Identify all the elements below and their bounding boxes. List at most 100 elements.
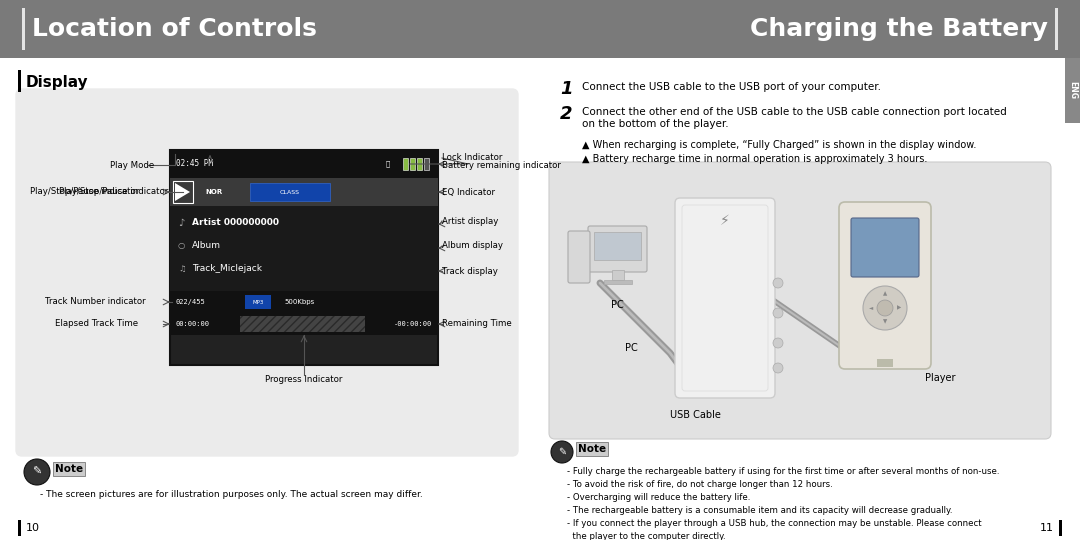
Bar — [0, 0, 1080, 58]
Text: Charging the Battery: Charging the Battery — [751, 17, 1048, 41]
Text: - If you connect the player through a USB hub, the connection may be unstable. P: - If you connect the player through a US… — [567, 519, 982, 528]
Text: ▼: ▼ — [882, 320, 887, 325]
Text: - To avoid the risk of fire, do not charge longer than 12 hours.: - To avoid the risk of fire, do not char… — [567, 480, 833, 489]
Text: ENG: ENG — [1068, 81, 1077, 99]
Text: ▲ Battery recharge time in normal operation is approximately 3 hours.: ▲ Battery recharge time in normal operat… — [582, 154, 928, 164]
Circle shape — [773, 363, 783, 373]
Text: the player to the computer directly.: the player to the computer directly. — [567, 532, 726, 540]
Circle shape — [877, 300, 893, 316]
Circle shape — [773, 338, 783, 348]
Text: 00:00:00: 00:00:00 — [176, 321, 210, 327]
Bar — [612, 270, 624, 280]
FancyBboxPatch shape — [675, 198, 775, 398]
Bar — [170, 291, 438, 313]
Text: Connect the USB cable to the USB port of your computer.: Connect the USB cable to the USB port of… — [582, 82, 881, 92]
Circle shape — [773, 308, 783, 318]
Text: Artist display: Artist display — [442, 217, 498, 226]
Text: Track display: Track display — [442, 267, 498, 275]
Text: Artist 000000000: Artist 000000000 — [192, 218, 279, 227]
Bar — [403, 158, 408, 170]
Text: USB Cable: USB Cable — [670, 410, 720, 420]
Text: Track Number indicator: Track Number indicator — [45, 298, 146, 307]
Text: Display: Display — [26, 75, 89, 90]
Text: - Fully charge the rechargeable battery if using for the first time or after sev: - Fully charge the rechargeable battery … — [567, 467, 999, 476]
Text: Note: Note — [55, 464, 83, 474]
Circle shape — [863, 286, 907, 330]
Text: Album: Album — [192, 241, 221, 250]
Text: ▲ When recharging is complete, “Fully Charged” is shown in the display window.: ▲ When recharging is complete, “Fully Ch… — [582, 140, 976, 150]
Text: Note: Note — [578, 444, 606, 454]
Text: ○: ○ — [178, 241, 186, 250]
Text: ▲: ▲ — [882, 292, 887, 296]
Bar — [173, 181, 193, 203]
Bar — [1059, 520, 1062, 536]
FancyBboxPatch shape — [549, 162, 1051, 439]
Text: 🔒: 🔒 — [386, 161, 390, 167]
Bar — [18, 70, 21, 92]
FancyBboxPatch shape — [568, 231, 590, 283]
Bar — [22, 8, 25, 50]
Bar — [170, 178, 438, 206]
Text: Progress Indicator: Progress Indicator — [266, 375, 342, 384]
Text: Track_Miclejack: Track_Miclejack — [192, 264, 262, 273]
Text: EQ Indicator: EQ Indicator — [442, 187, 495, 197]
Bar — [170, 150, 438, 178]
Text: Lock Indicator: Lock Indicator — [442, 153, 502, 163]
Polygon shape — [175, 183, 190, 201]
Bar — [18, 520, 21, 536]
Text: Location of Controls: Location of Controls — [32, 17, 316, 41]
Text: NOR: NOR — [205, 189, 222, 195]
Text: 022/455: 022/455 — [176, 299, 206, 305]
Bar — [410, 158, 415, 170]
FancyBboxPatch shape — [16, 89, 518, 456]
Circle shape — [24, 459, 50, 485]
Text: ✎: ✎ — [558, 447, 566, 457]
Text: PC: PC — [610, 300, 623, 310]
Text: Play Mode: Play Mode — [110, 160, 154, 170]
Bar — [877, 359, 893, 367]
Text: CLASS: CLASS — [280, 190, 300, 194]
FancyBboxPatch shape — [588, 226, 647, 272]
Bar — [249, 183, 330, 201]
Text: 11: 11 — [1040, 523, 1054, 533]
Bar — [1055, 8, 1058, 50]
Text: ♫: ♫ — [178, 264, 186, 273]
Bar — [1065, 58, 1080, 123]
Text: - The screen pictures are for illustration purposes only. The actual screen may : - The screen pictures are for illustrati… — [40, 490, 422, 499]
Text: MP3: MP3 — [253, 300, 264, 305]
Text: ⚡: ⚡ — [720, 214, 730, 228]
Text: Player: Player — [924, 373, 956, 383]
Text: Album display: Album display — [442, 241, 503, 251]
Circle shape — [773, 278, 783, 288]
Text: 2: 2 — [561, 105, 572, 123]
Text: 500Kbps: 500Kbps — [285, 299, 315, 305]
FancyBboxPatch shape — [851, 218, 919, 277]
Text: - The rechargeable battery is a consumable item and its capacity will decrease g: - The rechargeable battery is a consumab… — [567, 506, 953, 515]
Bar — [594, 232, 642, 260]
Text: ✎: ✎ — [32, 467, 42, 477]
Text: Elapsed Track Time: Elapsed Track Time — [55, 320, 138, 328]
Text: 02:45 PM: 02:45 PM — [176, 159, 213, 168]
Text: - Overcharging will reduce the battery life.: - Overcharging will reduce the battery l… — [567, 493, 751, 502]
Text: Battery remaining indicator: Battery remaining indicator — [442, 161, 561, 171]
Bar — [417, 158, 422, 170]
Text: ◄: ◄ — [869, 306, 873, 310]
Text: Play/Stop/Pause indicator: Play/Stop/Pause indicator — [58, 187, 168, 197]
Bar — [604, 280, 632, 284]
Text: ♪: ♪ — [178, 218, 185, 228]
Text: Play/Stop/Pause indicator: Play/Stop/Pause indicator — [30, 187, 139, 197]
Text: Connect the other end of the USB cable to the USB cable connection port located
: Connect the other end of the USB cable t… — [582, 107, 1007, 129]
Text: Remaining Time: Remaining Time — [442, 320, 512, 328]
FancyBboxPatch shape — [839, 202, 931, 369]
Bar — [240, 316, 365, 332]
Text: ▶: ▶ — [896, 306, 901, 310]
Text: 1: 1 — [561, 80, 572, 98]
Text: 10: 10 — [26, 523, 40, 533]
Bar — [245, 295, 271, 309]
Bar — [170, 313, 438, 335]
Bar — [170, 206, 438, 291]
Bar — [424, 158, 429, 170]
Bar — [170, 150, 438, 365]
Text: PC: PC — [625, 343, 638, 353]
Text: -00:00:00: -00:00:00 — [394, 321, 432, 327]
